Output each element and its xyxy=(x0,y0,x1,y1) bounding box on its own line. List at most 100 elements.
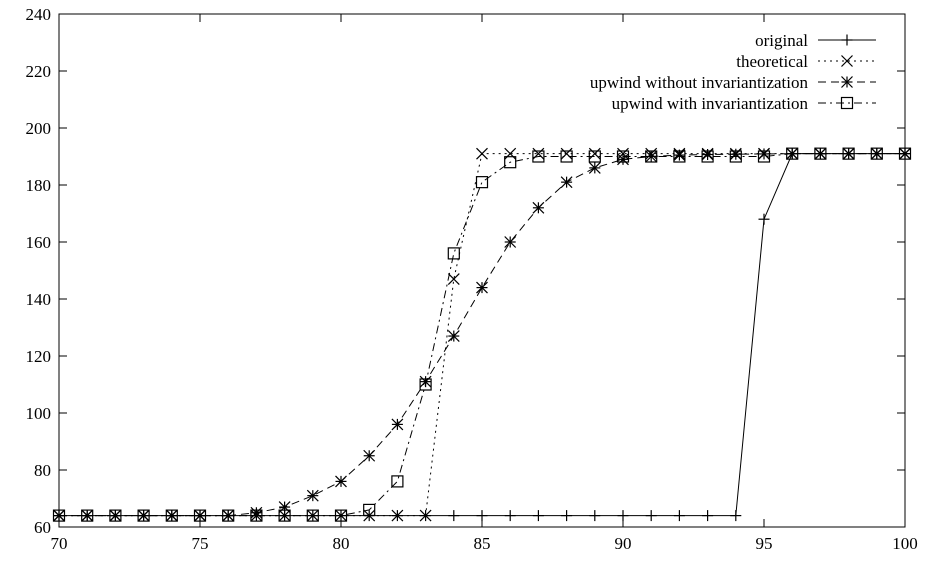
y-tick-label: 60 xyxy=(34,518,51,537)
data-point xyxy=(617,153,629,166)
data-point xyxy=(419,378,432,391)
data-point xyxy=(758,213,770,225)
data-point xyxy=(109,509,122,522)
series-3 xyxy=(53,147,911,522)
series-1 xyxy=(53,148,911,522)
data-point xyxy=(588,150,601,163)
data-point xyxy=(447,247,460,260)
data-point xyxy=(645,150,658,163)
data-point xyxy=(758,148,770,160)
data-point xyxy=(701,150,714,163)
data-point xyxy=(476,510,488,522)
data-point xyxy=(616,150,630,163)
y-tick-label: 120 xyxy=(26,347,52,366)
data-point xyxy=(391,418,404,431)
data-point xyxy=(137,509,150,522)
legend-swatch-marker xyxy=(841,76,853,88)
data-point xyxy=(561,510,573,522)
data-point xyxy=(476,281,488,294)
data-point xyxy=(447,330,460,342)
data-point xyxy=(504,147,517,160)
data-point xyxy=(335,475,347,488)
data-point xyxy=(532,150,545,163)
y-tick-label: 180 xyxy=(26,176,52,195)
data-point xyxy=(165,509,178,522)
data-point xyxy=(222,509,235,522)
x-tick-label: 95 xyxy=(756,534,773,553)
legend-swatch-marker xyxy=(840,96,854,110)
series-line xyxy=(59,153,905,517)
data-point xyxy=(81,509,94,522)
y-tick-label: 100 xyxy=(26,404,52,423)
plot-area: 70 75 80 85 90 95 100 60 80 100 120 140 160 180 200 220… xyxy=(26,5,918,553)
data-point xyxy=(363,503,376,516)
legend-swatch-marker xyxy=(841,55,853,67)
data-point xyxy=(475,176,489,189)
data-point xyxy=(589,510,601,522)
data-point xyxy=(588,147,601,160)
data-point xyxy=(729,150,742,163)
data-point xyxy=(504,156,517,169)
data-point xyxy=(391,509,404,522)
data-point xyxy=(52,509,66,522)
series-line xyxy=(59,153,905,517)
y-tick-label: 200 xyxy=(26,119,52,138)
data-point xyxy=(757,150,771,163)
y-tick-label: 240 xyxy=(26,5,52,24)
data-point xyxy=(842,147,855,160)
x-tick-label: 70 xyxy=(51,534,68,553)
legend-swatch-marker xyxy=(841,34,853,46)
data-point xyxy=(250,509,263,522)
data-point xyxy=(504,236,517,248)
data-point xyxy=(532,510,544,522)
series-4 xyxy=(52,147,912,522)
data-point xyxy=(617,510,629,522)
data-point xyxy=(448,510,460,522)
data-point xyxy=(730,510,742,522)
y-tick-label: 160 xyxy=(26,233,52,252)
series-2 xyxy=(53,147,911,522)
data-point xyxy=(504,510,516,522)
data-point xyxy=(645,510,657,522)
data-point xyxy=(870,147,883,160)
data-point xyxy=(898,147,912,160)
data-point xyxy=(419,375,432,388)
data-point xyxy=(560,150,573,163)
data-point xyxy=(419,509,432,522)
data-point xyxy=(673,150,686,163)
x-tick-label: 85 xyxy=(474,534,491,553)
data-point xyxy=(193,509,207,522)
data-point xyxy=(729,148,742,161)
x-tick-label: 80 xyxy=(333,534,350,553)
data-point xyxy=(645,150,658,163)
series-line xyxy=(59,153,905,517)
legend-label: upwind with invariantization xyxy=(612,94,809,113)
legend: original theoretical upwind without invari… xyxy=(590,31,876,113)
data-point xyxy=(447,273,460,285)
x-tick-label: 100 xyxy=(892,534,918,553)
data-point xyxy=(814,147,827,160)
data-point xyxy=(334,509,348,522)
data-point xyxy=(560,176,573,189)
data-point xyxy=(278,509,291,522)
data-point xyxy=(391,475,404,488)
series-line xyxy=(59,153,905,517)
data-point xyxy=(306,489,319,502)
series-layer xyxy=(52,147,912,522)
data-point xyxy=(476,147,488,160)
data-point xyxy=(306,509,319,522)
data-point xyxy=(363,449,376,462)
y-tick-label: 140 xyxy=(26,290,52,309)
data-point xyxy=(617,147,629,160)
data-point xyxy=(278,509,291,522)
data-point xyxy=(560,147,573,160)
x-tick-label: 75 xyxy=(192,534,209,553)
y-tick-label: 220 xyxy=(26,62,52,81)
legend-label: original xyxy=(755,31,808,50)
data-point xyxy=(588,161,601,174)
data-point xyxy=(814,147,827,160)
x-tick-label: 90 xyxy=(615,534,632,553)
data-point xyxy=(786,147,799,160)
data-point xyxy=(278,501,291,513)
